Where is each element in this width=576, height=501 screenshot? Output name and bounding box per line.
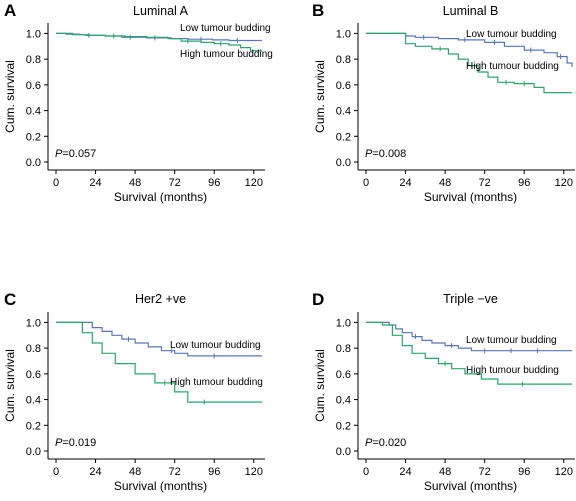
x-tick-label: 72 [479, 177, 491, 189]
curve-label-low-budding: Low tumour budding [466, 29, 557, 40]
panel-b: B Luminal B 0.0 0.2 0.4 0.6 0.8 1.0 0 24 48 72 96 120… [312, 1, 575, 204]
y-tick-label: 0.4 [26, 395, 41, 407]
p-value: P=0.008 [365, 148, 406, 160]
x-axis-label: Survival (months) [114, 190, 207, 204]
panel-c: C Her2 +ve 0.0 0.2 0.4 0.6 0.8 1.0 0 24 48 72 96 120 S… [3, 290, 265, 493]
x-tick-label: 24 [399, 466, 411, 478]
y-tick-label: 0.8 [26, 54, 41, 66]
p-value: P=0.057 [55, 148, 96, 160]
y-tick-label: 0.8 [336, 343, 351, 355]
y-tick-label: 0.4 [336, 395, 351, 407]
y-tick-label: 0.4 [26, 106, 41, 118]
curve-label-low-budding: Low tumour budding [466, 335, 557, 346]
y-tick-label: 0.2 [336, 420, 351, 432]
chart-title: Her2 +ve [135, 292, 186, 306]
y-tick-label: 0.8 [336, 54, 351, 66]
p-value-symbol: P [55, 148, 63, 160]
x-tick-label: 96 [208, 177, 220, 189]
y-tick-label: 0.0 [26, 446, 41, 458]
x-tick-label: 120 [555, 466, 573, 478]
p-value-symbol: P [365, 148, 373, 160]
p-value: P=0.019 [55, 437, 96, 449]
p-value-number: =0.020 [372, 437, 406, 449]
x-tick-label: 24 [399, 177, 411, 189]
x-tick-label: 120 [245, 177, 263, 189]
km-curve-high-budding [56, 321, 262, 403]
curve-label-high-budding: High tumour budding [466, 365, 559, 376]
km-curve-low-budding [56, 321, 262, 357]
x-tick-label: 72 [169, 466, 181, 478]
x-tick-label: 48 [129, 177, 141, 189]
x-tick-label: 96 [518, 177, 530, 189]
x-tick-label: 0 [363, 177, 369, 189]
km-curve-high-budding [56, 32, 262, 52]
x-tick-label: 48 [129, 466, 141, 478]
p-value-symbol: P [55, 437, 63, 449]
p-value-number: =0.019 [62, 437, 96, 449]
chart-title: Triple −ve [443, 292, 498, 306]
y-tick-label: 0.6 [26, 369, 41, 381]
y-tick-label: 0.8 [26, 343, 41, 355]
x-tick-label: 96 [518, 466, 530, 478]
panel-letter: A [4, 1, 16, 20]
panel-letter: B [312, 1, 324, 20]
curve-label-high-budding: High tumour budding [466, 61, 559, 72]
panel-a: A Luminal A 0.0 0.2 0.4 0.6 0.8 1.0 0 24 48 72 96 120… [3, 1, 273, 204]
x-axis-label: Survival (months) [424, 190, 517, 204]
p-value: P=0.020 [365, 437, 406, 449]
y-tick-label: 1.0 [336, 317, 351, 329]
x-tick-label: 0 [363, 466, 369, 478]
y-tick-label: 1.0 [26, 28, 41, 40]
curve-label-high-budding: High tumour budding [180, 49, 273, 60]
y-tick-label: 0.0 [336, 157, 351, 169]
y-axis-label: Cum. survival [3, 349, 17, 422]
x-tick-label: 120 [555, 177, 573, 189]
x-tick-label: 48 [439, 466, 451, 478]
y-tick-label: 0.2 [26, 131, 41, 143]
km-curve-high-budding [366, 321, 572, 385]
y-tick-label: 0.0 [336, 446, 351, 458]
y-tick-label: 0.6 [26, 80, 41, 92]
x-tick-label: 96 [208, 466, 220, 478]
p-value-number: =0.008 [372, 148, 406, 160]
y-tick-label: 0.4 [336, 106, 351, 118]
y-tick-label: 0.2 [26, 420, 41, 432]
curve-label-low-budding: Low tumour budding [170, 340, 261, 351]
x-tick-label: 0 [53, 177, 59, 189]
panel-letter: C [4, 290, 16, 309]
y-tick-label: 1.0 [336, 28, 351, 40]
y-axis-label: Cum. survival [3, 60, 17, 133]
y-tick-label: 0.0 [26, 157, 41, 169]
y-tick-label: 0.6 [336, 80, 351, 92]
x-tick-label: 72 [169, 177, 181, 189]
panel-d: D Triple −ve 0.0 0.2 0.4 0.6 0.8 1.0 0 24 48 72 96 12… [312, 290, 575, 493]
x-tick-label: 72 [479, 466, 491, 478]
x-tick-label: 24 [89, 466, 101, 478]
chart-title: Luminal A [133, 4, 189, 18]
chart-title: Luminal B [443, 4, 499, 18]
panel-letter: D [312, 290, 324, 309]
curve-label-low-budding: Low tumour budding [180, 23, 271, 34]
curve-label-high-budding: High tumour budding [170, 377, 263, 388]
y-axis-label: Cum. survival [313, 60, 327, 133]
y-tick-label: 0.6 [336, 369, 351, 381]
y-tick-label: 0.2 [336, 131, 351, 143]
x-tick-label: 120 [245, 466, 263, 478]
x-tick-label: 48 [439, 177, 451, 189]
p-value-number: =0.057 [62, 148, 96, 160]
x-tick-label: 0 [53, 466, 59, 478]
p-value-symbol: P [365, 437, 373, 449]
x-axis-label: Survival (months) [424, 479, 517, 493]
x-axis-label: Survival (months) [114, 479, 207, 493]
y-axis-label: Cum. survival [313, 349, 327, 422]
km-curve-high-budding [366, 32, 572, 94]
y-tick-label: 1.0 [26, 317, 41, 329]
x-tick-label: 24 [89, 177, 101, 189]
